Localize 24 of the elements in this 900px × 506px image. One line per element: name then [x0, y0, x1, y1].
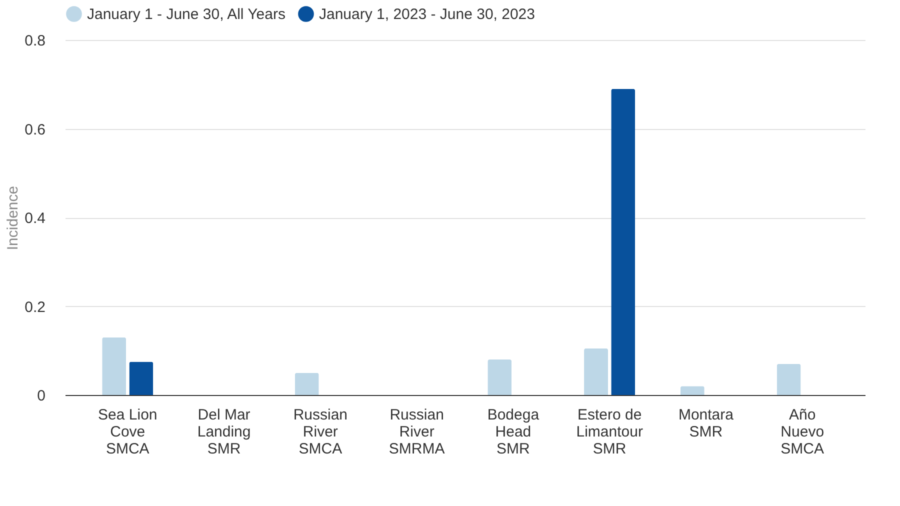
- x-tick-label: Año Nuevo SMCA: [780, 406, 824, 458]
- x-tick-label: Estero de Limantour SMR: [576, 406, 643, 458]
- bar: [488, 360, 512, 395]
- legend-label: January 1, 2023 - June 30, 2023: [319, 6, 535, 23]
- y-tick-label: 0.2: [24, 298, 46, 316]
- bar: [294, 372, 319, 395]
- y-tick-label: 0.4: [24, 210, 46, 227]
- y-tick-label: 0: [37, 388, 46, 404]
- x-tick-label: Bodega Head SMR: [487, 406, 540, 458]
- bar: [611, 88, 636, 395]
- y-axis-title: Incidence: [4, 186, 22, 250]
- bar: [776, 364, 801, 395]
- bar: [680, 386, 704, 395]
- x-tick-label: Montara SMR: [678, 406, 734, 440]
- x-tick-label: Russian River SMCA: [293, 406, 348, 458]
- x-tick-label: Sea Lion Cove SMCA: [98, 406, 158, 458]
- y-tick-label: 0.6: [24, 121, 46, 138]
- bar: [584, 348, 608, 395]
- x-tick-label: Russian River SMRMA: [388, 406, 445, 458]
- y-tick-label: 0.8: [24, 32, 46, 50]
- x-tick-label: Del Mar Landing SMR: [197, 406, 251, 458]
- legend-label: January 1 - June 30, All Years: [87, 6, 286, 23]
- bar: [102, 337, 126, 395]
- bar: [129, 362, 154, 395]
